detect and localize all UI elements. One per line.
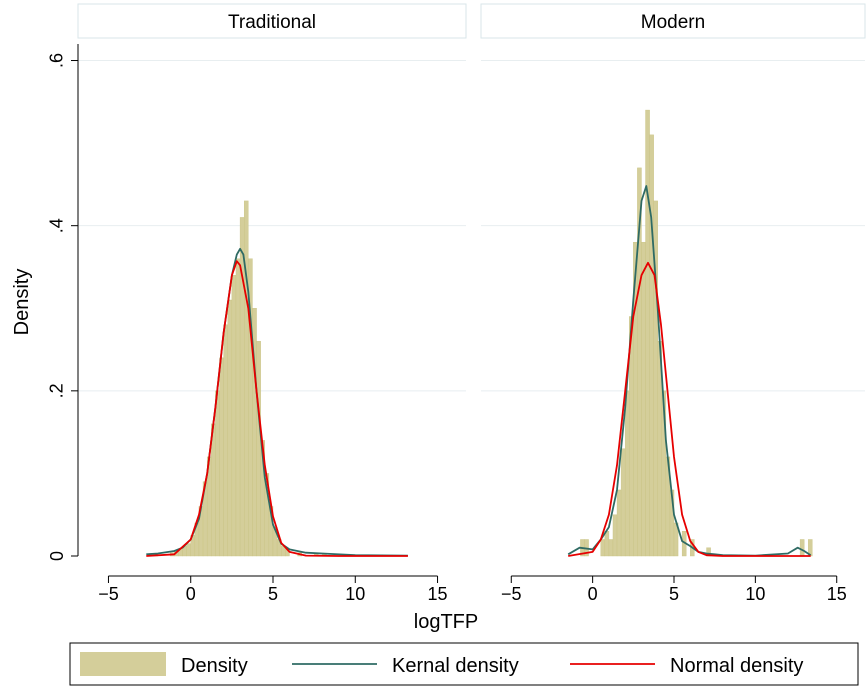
x-tick-label: 0 bbox=[588, 584, 598, 604]
x-tick-label: −5 bbox=[98, 584, 119, 604]
normal-density-line bbox=[146, 260, 408, 557]
y-tick-label: .6 bbox=[47, 53, 67, 68]
histogram-bar bbox=[256, 341, 261, 557]
kernel-density-line bbox=[146, 247, 408, 557]
histogram-bar bbox=[624, 390, 630, 557]
x-tick-label: 15 bbox=[827, 584, 847, 604]
histogram-bar bbox=[616, 489, 622, 557]
legend: Density Kernal density Normal density bbox=[69, 642, 859, 686]
kernel-density-line bbox=[567, 185, 812, 557]
histogram-bar bbox=[186, 543, 191, 557]
histogram-bar bbox=[227, 299, 233, 557]
histogram-bar bbox=[612, 514, 618, 557]
panels-layer: 0 .2 .4 .6 Traditional −5 0 5 10 15 Modern −5 0 5 10 15 bbox=[47, 3, 866, 604]
x-tick-label: 10 bbox=[345, 584, 365, 604]
histogram-bar bbox=[231, 275, 237, 557]
histogram-bar bbox=[235, 258, 241, 557]
x-axis-label: logTFP bbox=[414, 611, 478, 633]
histogram-bar bbox=[215, 390, 220, 557]
histogram-bar bbox=[219, 357, 224, 557]
histogram-bar bbox=[645, 109, 650, 557]
histogram-bar bbox=[641, 241, 646, 557]
panel-header-box bbox=[77, 3, 467, 39]
legend-box bbox=[69, 642, 859, 686]
histogram-bar bbox=[244, 200, 249, 557]
x-tick-label: 0 bbox=[186, 584, 196, 604]
histogram-bar bbox=[620, 448, 626, 557]
histogram-bar bbox=[799, 539, 805, 557]
legend-kernel-label: Kernal density bbox=[392, 655, 519, 677]
panel-traditional: Traditional −5 0 5 10 15 bbox=[77, 3, 467, 604]
histogram-bar bbox=[649, 134, 654, 557]
legend-density-swatch bbox=[80, 652, 166, 676]
panel-header-box bbox=[480, 3, 866, 39]
x-tick-label: 10 bbox=[745, 584, 765, 604]
histogram-bar bbox=[211, 423, 216, 557]
x-tick-label: −5 bbox=[501, 584, 522, 604]
legend-normal-label: Normal density bbox=[670, 655, 803, 677]
histogram-bar bbox=[608, 539, 614, 557]
x-tick-label: 5 bbox=[669, 584, 679, 604]
x-tick-label: 5 bbox=[268, 584, 278, 604]
panel-title: Modern bbox=[641, 12, 705, 33]
grid-layer bbox=[78, 60, 865, 392]
histogram-bar bbox=[223, 324, 228, 557]
legend-density-label: Density bbox=[181, 655, 248, 677]
panel-modern: Modern −5 0 5 10 15 bbox=[480, 3, 866, 604]
histogram-bar bbox=[600, 539, 606, 557]
y-tick-label: .4 bbox=[47, 218, 67, 233]
y-tick-label: .2 bbox=[47, 383, 67, 398]
histogram-bar bbox=[604, 531, 610, 557]
x-tick-label: 15 bbox=[428, 584, 448, 604]
panel-title: Traditional bbox=[228, 12, 316, 33]
normal-density-line bbox=[568, 261, 811, 557]
y-tick-label: 0 bbox=[47, 551, 67, 561]
y-axis-label: Density bbox=[11, 269, 33, 336]
